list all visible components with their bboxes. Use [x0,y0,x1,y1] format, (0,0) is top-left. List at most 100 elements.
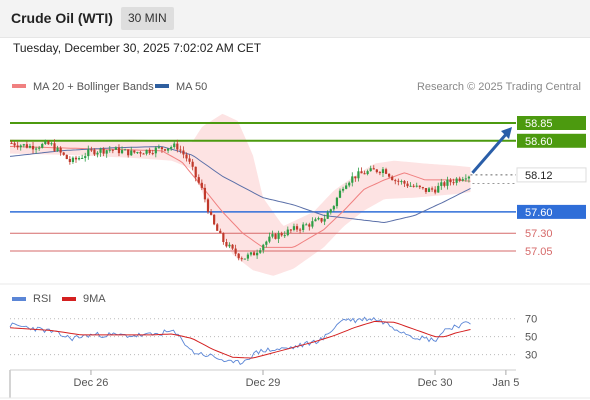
instrument-title: Crude Oil (WTI) [11,10,113,26]
candle-body [305,224,308,226]
candle-body [437,185,440,193]
candle-body [326,212,329,219]
candle-body [354,176,357,179]
candle-body [458,178,461,181]
candle-body [335,197,339,207]
timeframe-button[interactable]: 30 MIN [121,7,174,30]
candle-body [243,258,246,260]
rsi-legend-swatch [12,297,26,301]
candle-body [228,244,231,247]
candle-body [163,149,167,151]
level-label: 57.05 [525,246,553,258]
legend-swatch [12,84,26,88]
candle-body [360,171,363,174]
legend-label: MA 20 + Bollinger Bands [33,81,154,93]
candle-body [142,153,145,155]
x-tick-label: Jan 5 [492,377,519,389]
candle-body [31,145,35,150]
candle-body [277,233,280,239]
candle-body [151,153,154,155]
candle-body [219,230,222,234]
last-price-box [516,167,587,183]
candle-body [259,250,262,253]
rsi-tick-label: 70 [525,314,537,326]
candle-body [378,172,382,174]
rsi-legend-swatch [62,297,76,301]
level-labels: 58.85 58.60 57.60 57.30 57.05 58.12 [516,116,587,258]
candle-body [22,144,25,146]
candle-body [170,147,173,149]
candle-body [467,176,471,179]
candle-body [173,143,176,148]
candle-body [114,147,118,150]
candle-body [225,241,228,247]
candle-body [117,147,121,154]
candle-body [320,218,323,222]
candle-body [424,188,428,192]
candle-body [71,157,75,162]
candle-body [99,148,102,153]
level-label-box [517,204,586,219]
main-legend: MA 20 + Bollinger Bands MA 50 Research © 2… [12,81,581,93]
candle-body [274,234,277,239]
candle-body [166,148,170,151]
candle-body [289,229,292,231]
rsi-tick-label: 50 [525,332,537,344]
candle-body [430,188,434,190]
candle-body [434,189,437,193]
candle-body [446,179,449,186]
candle-body [271,234,274,237]
candle-body [200,182,203,188]
candle-body [366,171,369,175]
candle-body [53,143,56,151]
candle-body [452,182,455,184]
candle-body [464,178,467,180]
candle-body [409,185,412,187]
candle-body [455,178,458,183]
x-axis: Dec 26 Dec 29 Dec 30 Jan 5 [9,369,519,398]
ma50-line [9,145,471,224]
candle-body [406,183,409,187]
candle-body [194,166,197,178]
candle-body [38,147,41,149]
candle-body [25,144,28,148]
candle-body [231,244,234,249]
candle-body [345,185,348,189]
candle-body [388,173,391,177]
level-label-box [517,116,586,130]
candle-body [41,143,44,148]
candle-body [157,147,160,149]
candle-body [372,168,375,170]
ma20-line [10,146,471,248]
rsi-panel: RSI 9MA 70 50 30 [9,293,537,366]
candle-body [185,154,188,159]
candle-body [59,147,62,153]
candle-body [400,181,403,183]
candle-body [246,254,250,259]
candle-body [13,143,16,146]
candle-body [216,224,219,231]
candle-body [268,236,271,242]
candle-body [213,214,216,225]
candle-body [348,182,351,186]
candle-body [191,161,194,167]
moving-averages [9,145,471,248]
candle-body [449,179,452,183]
candle-body [381,169,385,174]
x-tick-label: Dec 29 [246,377,281,389]
candle-body [403,181,406,184]
candle-body [182,150,185,155]
candle-body [111,149,114,151]
candle-body [120,150,124,154]
candle-body [412,185,415,187]
level-label: 57.30 [525,228,553,240]
candle-body [16,145,19,148]
level-label: 58.85 [525,118,553,130]
candle-body [105,150,108,154]
candle-body [90,149,93,151]
level-label: 58.60 [525,136,553,148]
candle-body [44,141,47,144]
candle-body [234,248,237,254]
candle-body [265,241,268,245]
candle-body [397,180,400,182]
